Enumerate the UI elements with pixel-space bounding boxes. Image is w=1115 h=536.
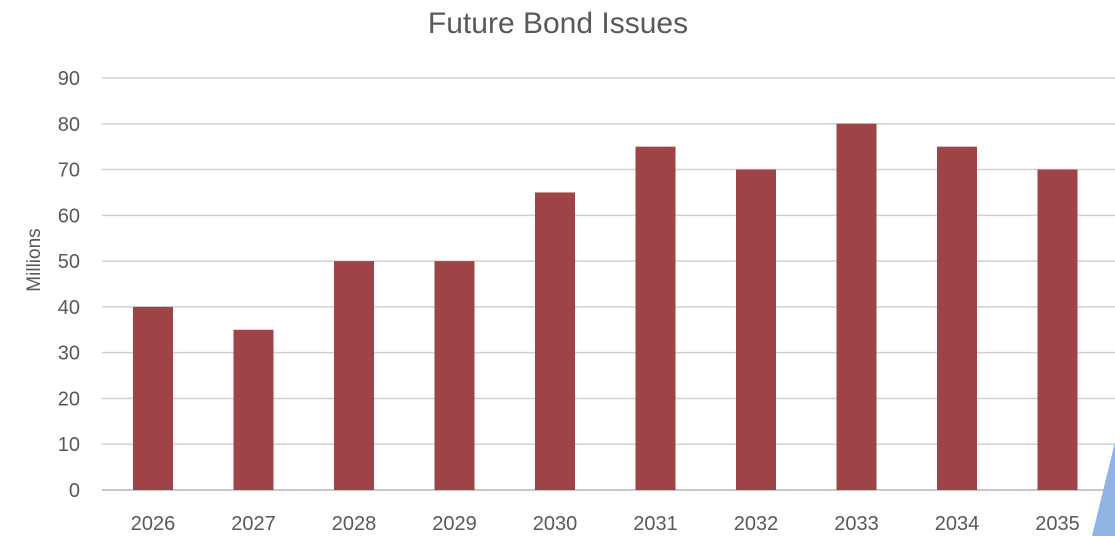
y-tick-label: 70 [58,160,80,182]
x-tick-label: 2030 [533,513,578,535]
x-tick-label: 2028 [332,513,377,535]
bar-2030 [535,192,575,490]
chart-title: Future Bond Issues [428,7,688,40]
bar-2031 [635,146,676,490]
y-tick-labels: 0 10 20 30 40 50 60 70 80 90 [58,68,80,502]
x-tick-label: 2027 [231,513,276,535]
x-tick-label: 2035 [1035,513,1080,535]
bar-2032 [736,169,776,491]
bar-2026 [133,306,173,490]
x-tick-label: 2032 [734,513,779,535]
bar-2035 [1037,169,1078,491]
bar-2028 [334,261,374,490]
y-tick-label: 80 [58,114,80,136]
bar-2029 [434,261,475,490]
y-tick-label: 50 [58,251,80,273]
y-tick-label: 40 [58,297,80,319]
x-tick-label: 2034 [935,513,980,535]
bar-2033 [836,123,877,491]
x-tick-label: 2026 [131,513,176,535]
y-tick-label: 90 [58,68,80,90]
x-tick-label: 2029 [432,513,477,535]
bars [133,123,1078,491]
x-tick-labels: 2026 2027 2028 2029 2030 2031 2032 2033 2034 2035 [131,513,1080,535]
corner-accent-shape [1092,442,1115,536]
y-tick-label: 60 [58,205,80,227]
y-tick-label: 30 [58,343,80,365]
y-tick-label: 10 [58,434,80,456]
bar-2027 [233,329,274,490]
y-axis-label: Millions [24,228,45,291]
y-tick-label: 20 [58,388,80,410]
x-tick-label: 2033 [834,513,879,535]
y-tick-label: 0 [69,480,80,502]
bar-2034 [937,146,977,490]
x-tick-label: 2031 [633,513,678,535]
